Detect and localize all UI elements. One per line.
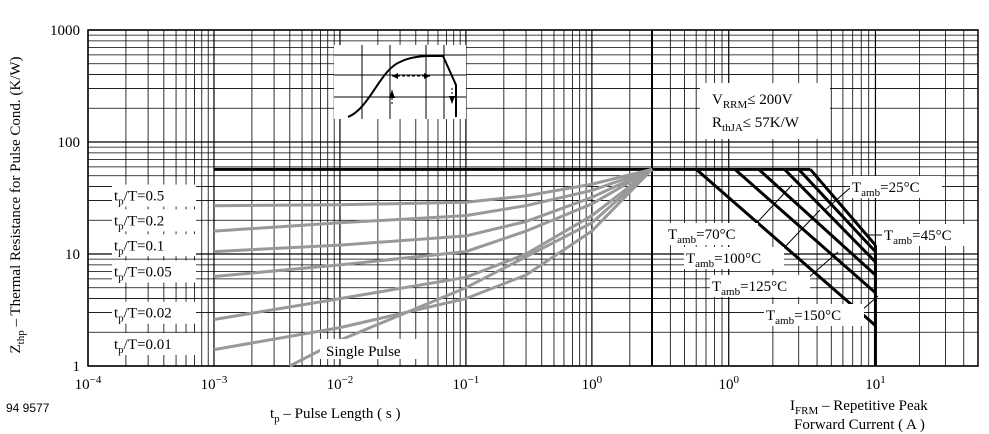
tamb-leader-line bbox=[861, 295, 879, 311]
tamb-leader-line bbox=[807, 251, 839, 279]
tamb-curve bbox=[809, 168, 877, 247]
tamb-curve bbox=[733, 168, 877, 294]
svg-text:VRRM≤ 200V: VRRM≤ 200V bbox=[712, 92, 793, 111]
rth-annotation: RthJA≤ 57K/W bbox=[712, 115, 800, 134]
x-axis-label-left: tp – Pulse Length ( s ) bbox=[270, 406, 401, 425]
single-pulse-label: Single Pulse bbox=[326, 344, 401, 360]
y-tick-label: 10 bbox=[65, 247, 80, 263]
duty-cycle-label: tp/T=0.5 bbox=[114, 189, 164, 208]
x-tick-label-right: 100 bbox=[718, 374, 739, 393]
tamb-label-bg bbox=[764, 304, 864, 326]
duty-cycle-curve bbox=[213, 167, 653, 233]
y-axis-label: Zthp – Thermal Resistance for Pulse Cond… bbox=[8, 56, 27, 353]
duty-label-bg bbox=[112, 184, 196, 207]
duty-cycle-curve bbox=[213, 167, 653, 254]
tamb-label-bg bbox=[666, 223, 758, 245]
tamb-leader-line bbox=[781, 209, 821, 251]
tamb-leader-line bbox=[751, 184, 793, 229]
single-pulse-bg bbox=[320, 339, 420, 359]
tamb-label-bg bbox=[684, 247, 784, 269]
duty-cycle-label: tp/T=0.05 bbox=[114, 264, 172, 283]
duty-cycle-curve bbox=[289, 168, 653, 368]
tamb-label: Tamb=125°C bbox=[712, 279, 787, 298]
duty-cycle-curve bbox=[213, 168, 653, 321]
tamb-label-bg bbox=[710, 275, 810, 297]
tamb-curve bbox=[797, 168, 877, 253]
tamb-label: Tamb=25°C bbox=[852, 180, 920, 199]
tamb-leader-line bbox=[824, 187, 851, 211]
tamb-curve bbox=[695, 168, 877, 327]
y-tick-label: 1 bbox=[73, 359, 81, 375]
tamb-label: Tamb=100°C bbox=[686, 251, 761, 270]
y-tick-label: 1000 bbox=[50, 23, 80, 39]
tamb-curve bbox=[757, 168, 877, 277]
svg-text:Zthp – Thermal Resistance for: Zthp – Thermal Resistance for Pulse Cond… bbox=[8, 56, 27, 353]
tamb-label-bg bbox=[850, 176, 942, 198]
pulse-waveform-inset bbox=[334, 45, 466, 119]
vrrm-annotation: VRRM≤ 200V RthJA≤ 57K/W bbox=[700, 83, 830, 139]
plot-frame bbox=[87, 29, 979, 367]
x-tick-label-left: 10−4 bbox=[75, 374, 102, 393]
duty-label-bg bbox=[112, 209, 196, 232]
duty-cycle-label: tp/T=0.1 bbox=[114, 238, 164, 257]
duty-cycle-curve bbox=[213, 167, 653, 208]
x-axis-label-right-line2: Forward Current ( A ) bbox=[794, 417, 925, 433]
y-tick-label: 100 bbox=[58, 135, 81, 151]
duty-cycle-curve bbox=[213, 168, 654, 352]
tamb-label: Tamb=45°C bbox=[884, 228, 952, 247]
duty-cycle-label: tp/T=0.2 bbox=[114, 213, 164, 232]
x-tick-label-left: 10−3 bbox=[201, 374, 228, 393]
x-tick-label-left: 100 bbox=[582, 374, 603, 393]
y-axis-label-rest: – Thermal Resistance for Pulse Cond. (K/… bbox=[8, 56, 24, 330]
duty-cycle-label: tp/T=0.02 bbox=[114, 306, 172, 325]
duty-cycle-label: tp/T=0.01 bbox=[114, 337, 172, 356]
tamb-label: Tamb=150°C bbox=[766, 308, 841, 327]
y-axis-label-sub: thp bbox=[15, 330, 27, 345]
x-tick-label-left: 10−2 bbox=[327, 374, 354, 393]
duty-label-bg bbox=[112, 260, 196, 283]
x-tick-label-left: 10−1 bbox=[453, 374, 480, 393]
y-axis-label-main: Z bbox=[8, 344, 24, 353]
duty-cycle-curve bbox=[213, 168, 653, 278]
tamb-label-bg bbox=[882, 224, 974, 246]
curves-layer bbox=[213, 167, 877, 368]
duty-label-bg bbox=[112, 234, 196, 257]
duty-label-bg bbox=[112, 332, 196, 355]
figure-id: 94 9577 bbox=[6, 401, 50, 415]
duty-label-bg bbox=[112, 301, 196, 324]
tamb-label: Tamb=70°C bbox=[668, 227, 736, 246]
x-axis-label-right-line1: IFRM – Repetitive Peak bbox=[790, 398, 928, 417]
x-tick-label-right: 101 bbox=[865, 374, 886, 393]
labels-layer: 1 10 100 1000 10−4 10−3 10−2 10−1 100 100 101 tp/T=… bbox=[50, 23, 974, 393]
tamb-curve bbox=[783, 168, 877, 263]
